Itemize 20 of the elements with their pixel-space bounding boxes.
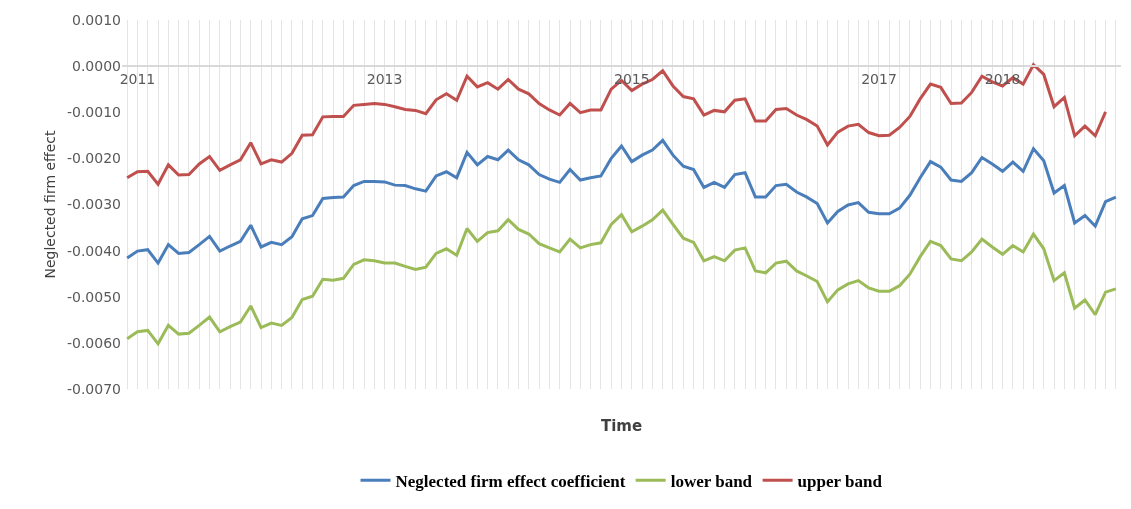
y-tick-label: -0.0070 — [66, 380, 121, 397]
line-series — [125, 208, 1118, 346]
y-tick-label: -0.0050 — [66, 288, 121, 305]
legend-label: Neglected firm effect coefficient — [395, 471, 626, 491]
x-tick-label: 2017 — [861, 70, 897, 87]
y-tick-label: -0.0030 — [66, 196, 121, 213]
y-tick-label: -0.0020 — [66, 150, 121, 167]
y-tick-label: -0.0040 — [66, 242, 121, 259]
x-axis-title: Time — [601, 417, 643, 435]
y-tick-label: 0.0000 — [72, 58, 121, 75]
y-axis-title: Neglected firm effect — [41, 129, 58, 279]
line-series — [125, 138, 1118, 265]
x-tick-label: 2011 — [119, 70, 156, 87]
y-tick-label: 0.0010 — [72, 11, 121, 28]
x-tick-label: 2013 — [366, 70, 403, 87]
legend-label: upper band — [797, 471, 883, 491]
y-tick-label: -0.0010 — [66, 104, 121, 121]
legend-label: lower band — [670, 471, 753, 491]
x-tick-label: 2015 — [613, 70, 650, 87]
y-tick-label: -0.0060 — [66, 334, 121, 351]
